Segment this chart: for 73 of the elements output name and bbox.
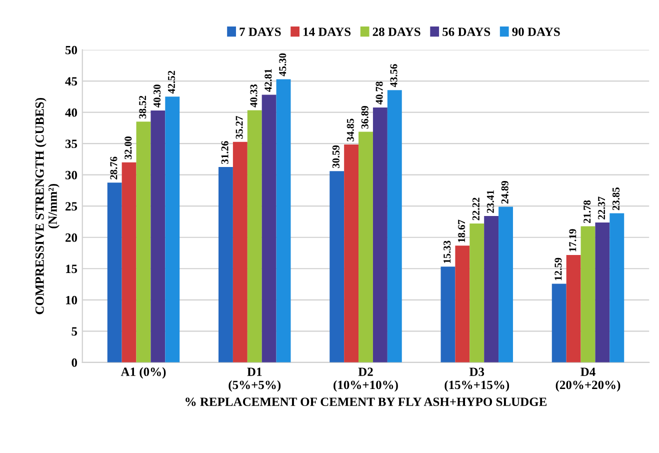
bar bbox=[150, 110, 166, 362]
y-tick-label: 30 bbox=[65, 170, 78, 180]
y-tick-label: 0 bbox=[72, 358, 78, 367]
x-tick-label: A1 (0%) bbox=[120, 367, 166, 379]
data-label: 23.41 bbox=[486, 190, 494, 213]
bar bbox=[136, 122, 151, 362]
bar bbox=[595, 222, 610, 362]
y-tick-label: 50 bbox=[66, 46, 78, 54]
y-tick-label: 5 bbox=[72, 327, 78, 336]
bar bbox=[566, 254, 581, 362]
data-label: 40.78 bbox=[376, 82, 383, 105]
legend-label: 56 DAYS bbox=[442, 28, 490, 36]
bar bbox=[358, 132, 373, 362]
y-tick-label: 35 bbox=[65, 140, 78, 148]
data-label: 42.52 bbox=[168, 70, 176, 94]
y-tick-label: 15 bbox=[66, 264, 78, 274]
data-label: 28.76 bbox=[110, 156, 118, 180]
x-tick-label: D1 (5%+5%) bbox=[228, 368, 281, 392]
data-label: 24.89 bbox=[501, 180, 508, 204]
data-label: 30.59 bbox=[332, 145, 340, 168]
y-tick-label: 20 bbox=[66, 233, 78, 242]
bar bbox=[484, 216, 499, 362]
legend-label: 7 DAYS bbox=[240, 28, 281, 36]
data-label: 17.19 bbox=[569, 229, 576, 252]
bar bbox=[455, 246, 470, 362]
data-label: 43.56 bbox=[390, 64, 398, 88]
x-axis-title: % REPLACEMENT OF CEMENT BY FLY ASH+HYPO SLUDGE bbox=[186, 398, 547, 406]
bar bbox=[470, 223, 484, 362]
data-label: 18.67 bbox=[458, 220, 466, 242]
y-tick-label: 45 bbox=[65, 77, 78, 86]
bar bbox=[107, 182, 122, 362]
bar bbox=[610, 213, 624, 362]
x-tick-label: D4 (20%+20%) bbox=[556, 368, 620, 392]
bar bbox=[247, 110, 262, 362]
y-tick-label: 25 bbox=[66, 202, 78, 211]
data-label: 45.30 bbox=[279, 53, 286, 76]
bar bbox=[372, 107, 388, 362]
data-label: 42.81 bbox=[264, 69, 272, 92]
bar bbox=[165, 96, 180, 362]
data-label: 35.27 bbox=[236, 116, 243, 139]
bar bbox=[276, 79, 291, 362]
y-tick-label: 10 bbox=[66, 296, 78, 304]
data-label: 40.33 bbox=[250, 84, 258, 108]
x-tick-label: D2 (10%+10%) bbox=[334, 368, 398, 392]
data-label: 22.37 bbox=[598, 196, 606, 220]
bar bbox=[387, 90, 402, 362]
bar bbox=[218, 166, 233, 362]
data-label: 40.30 bbox=[154, 84, 161, 108]
legend-label: 14 DAYS bbox=[304, 28, 351, 36]
bar bbox=[580, 226, 596, 362]
legend-label: 90 DAYS bbox=[512, 28, 560, 36]
bar bbox=[498, 206, 513, 362]
data-label: 36.89 bbox=[361, 106, 368, 129]
bar bbox=[122, 162, 136, 362]
y-tick-label: 40 bbox=[65, 108, 78, 117]
y-axis-title: COMPRESSIVE STRENGTH (CUBES) (N/mm²) bbox=[35, 98, 60, 314]
data-label: 15.33 bbox=[444, 240, 451, 263]
bar bbox=[552, 284, 566, 362]
bar bbox=[262, 94, 276, 362]
bar bbox=[330, 171, 344, 362]
data-label: 38.52 bbox=[139, 96, 146, 118]
bar bbox=[344, 144, 359, 362]
bar bbox=[232, 142, 248, 362]
data-label: 21.78 bbox=[584, 200, 591, 224]
x-tick-label: D3 (15%+15%) bbox=[444, 368, 510, 392]
data-label: 23.85 bbox=[612, 187, 620, 210]
data-label: 34.85 bbox=[346, 118, 354, 142]
data-label: 12.59 bbox=[554, 258, 562, 280]
data-label: 31.26 bbox=[221, 141, 228, 164]
legend-label: 28 DAYS bbox=[372, 28, 420, 36]
data-label: 22.22 bbox=[472, 198, 480, 220]
bar bbox=[440, 266, 456, 362]
data-label: 32.00 bbox=[124, 136, 132, 160]
